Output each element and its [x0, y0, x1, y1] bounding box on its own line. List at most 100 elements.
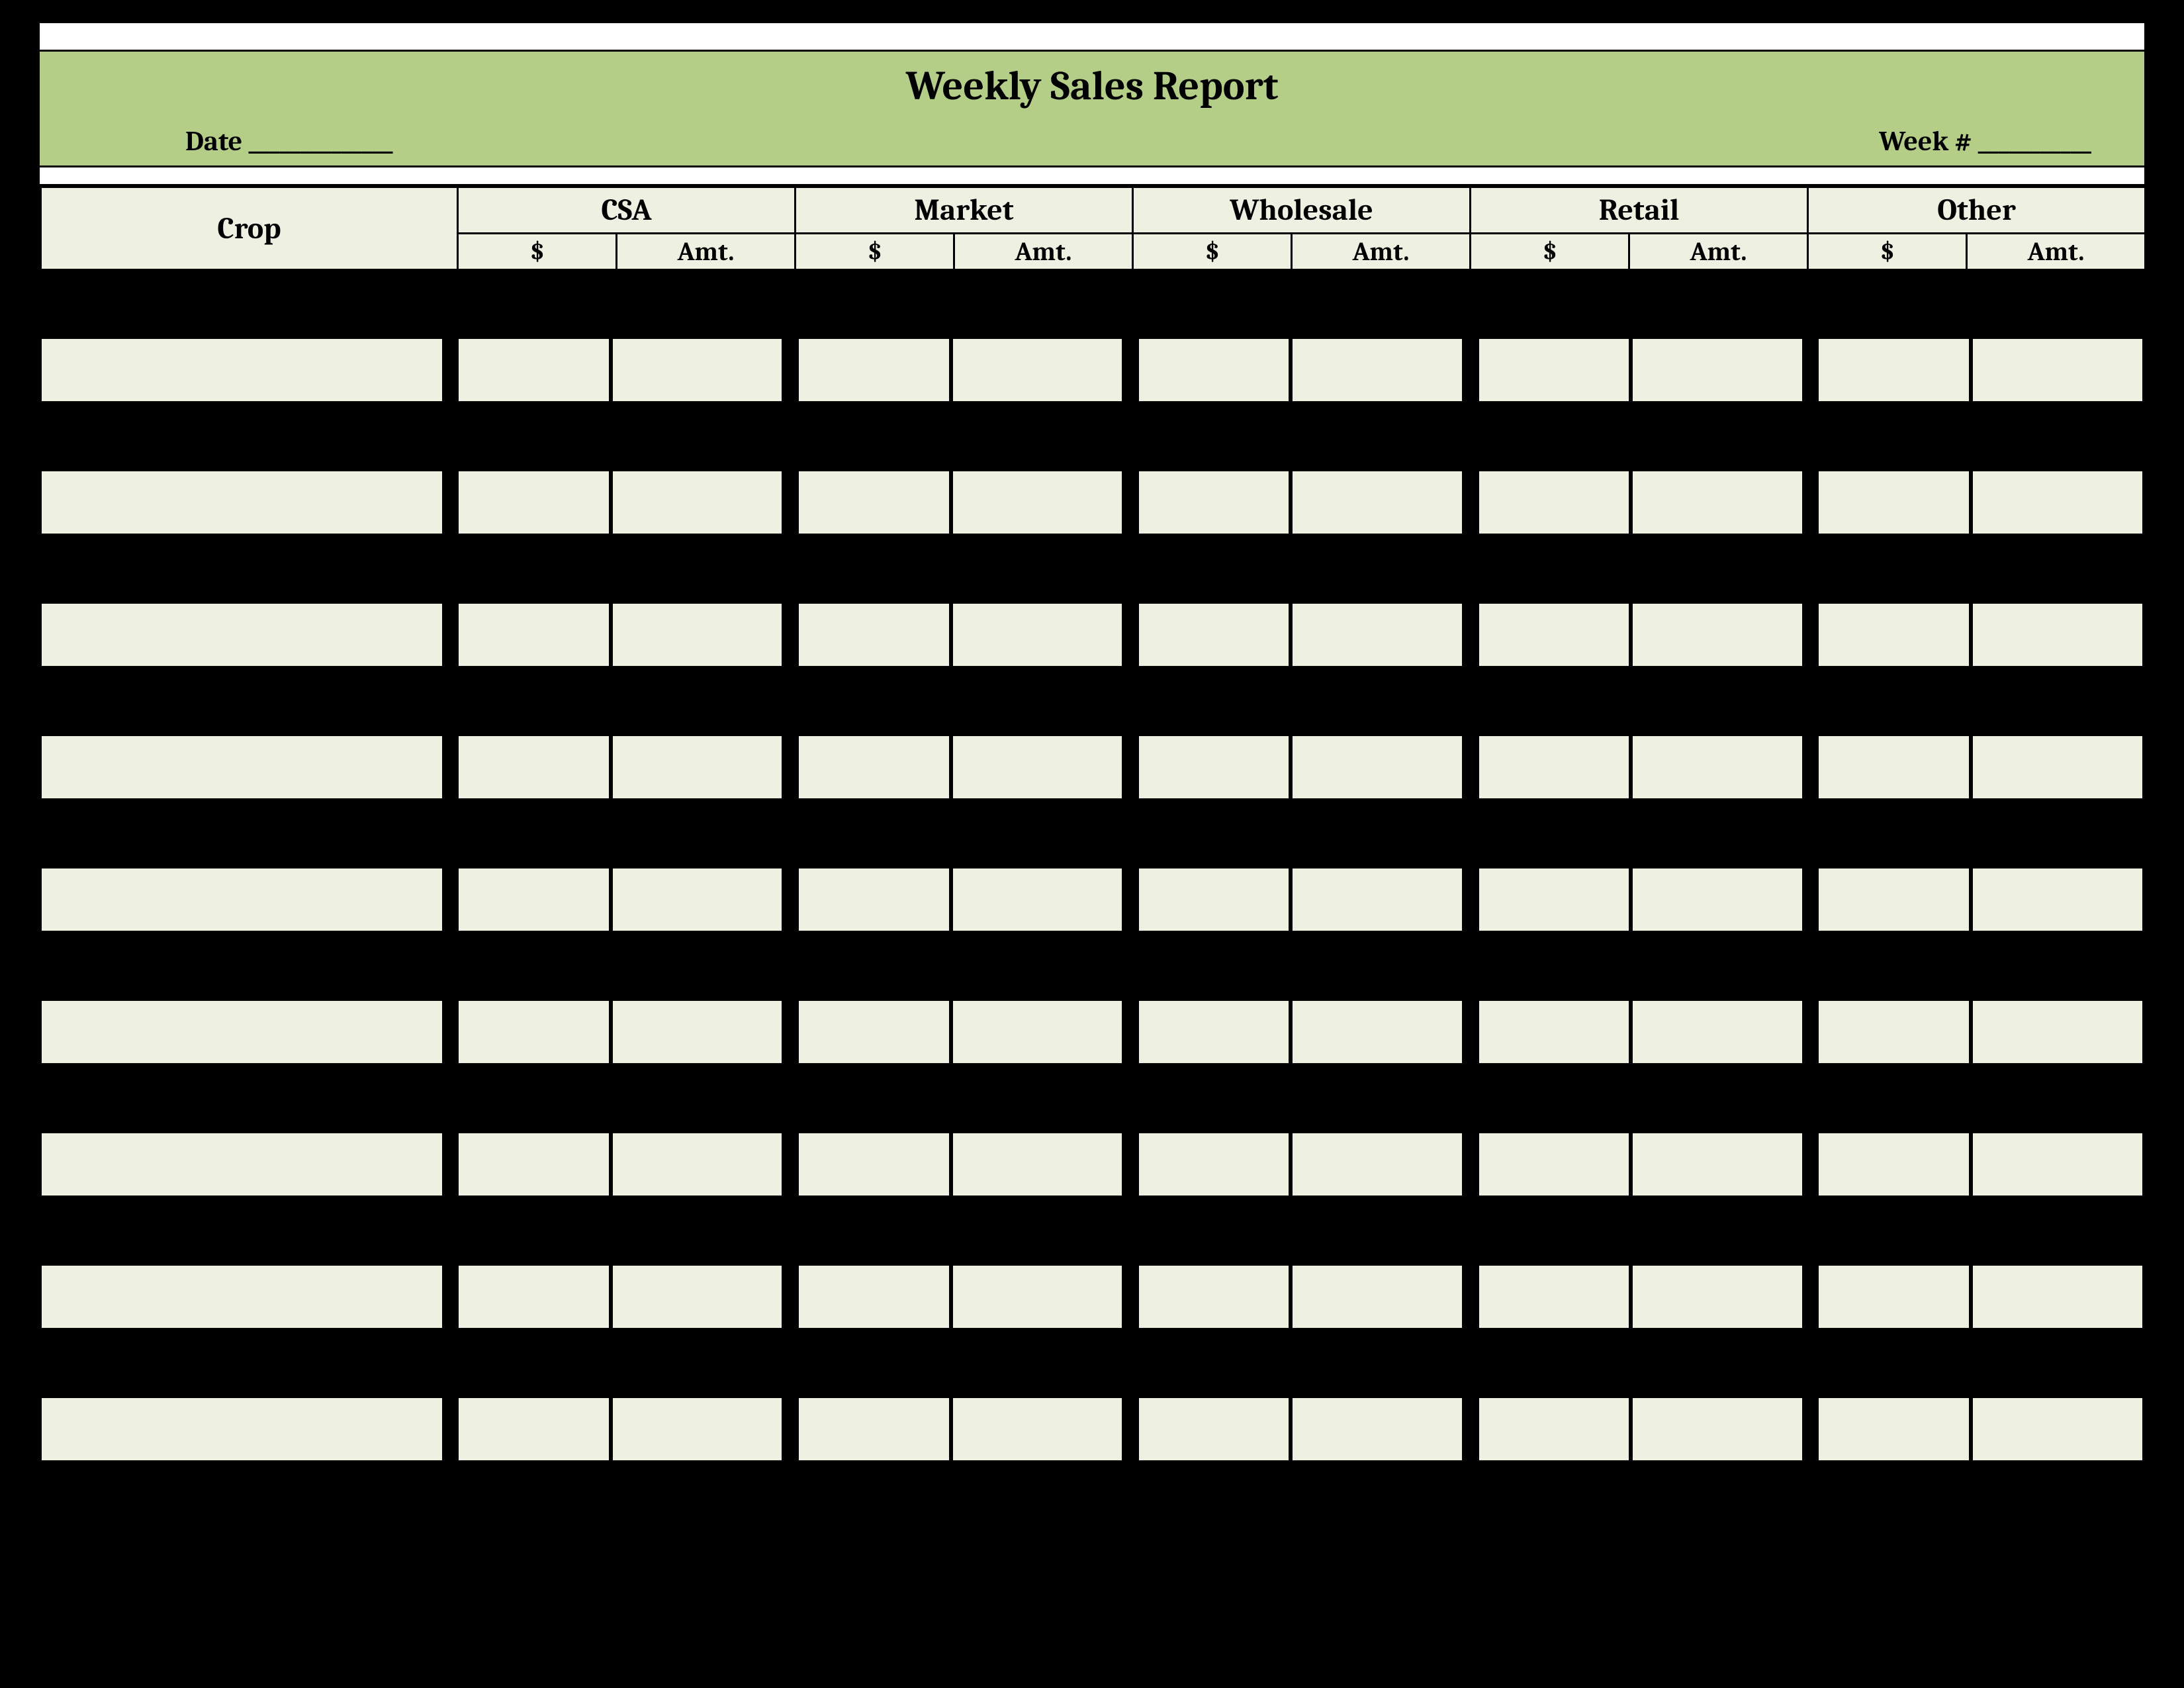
- column-gap: [784, 999, 796, 1065]
- col-header-crop: Crop: [41, 187, 458, 270]
- cell-csa-dollar: [457, 867, 611, 933]
- column-gap: [444, 1264, 457, 1330]
- cell-other-dollar: [1817, 867, 1971, 933]
- column-gap: [1464, 602, 1477, 668]
- sub-header-amt: Amt.: [617, 234, 796, 270]
- column-gap: [444, 734, 457, 800]
- column-gap: [1124, 602, 1136, 668]
- cell-wholesale-amt: [1291, 1131, 1464, 1197]
- cell-retail-dollar: [1477, 337, 1631, 403]
- cell-wholesale-dollar: [1137, 1264, 1291, 1330]
- cell-retail-dollar: [1477, 1131, 1631, 1197]
- cell-wholesale-amt: [1291, 602, 1464, 668]
- column-gap: [1464, 999, 1477, 1065]
- separator-row: [40, 403, 2144, 469]
- column-gap: [444, 469, 457, 536]
- column-gap: [444, 1396, 457, 1462]
- cell-csa-amt: [611, 1264, 784, 1330]
- separator-row: [40, 1462, 2144, 1528]
- cell-csa-dollar: [457, 602, 611, 668]
- sub-header-dollar: $: [1471, 234, 1629, 270]
- column-gap: [1804, 867, 1817, 933]
- cell-csa-dollar: [457, 999, 611, 1065]
- cell-retail-dollar: [1477, 999, 1631, 1065]
- cell-other-dollar: [1817, 337, 1971, 403]
- separator-row: [40, 1065, 2144, 1131]
- cell-csa-dollar: [457, 1264, 611, 1330]
- column-gap: [1124, 999, 1136, 1065]
- column-gap: [784, 469, 796, 536]
- cell-csa-dollar: [457, 1396, 611, 1462]
- sub-header-dollar: $: [1808, 234, 1967, 270]
- cell-retail-amt: [1631, 469, 1804, 536]
- title-band: Weekly Sales Report Date ______________ …: [40, 50, 2144, 167]
- cell-wholesale-amt: [1291, 999, 1464, 1065]
- column-gap: [444, 602, 457, 668]
- cell-other-dollar: [1817, 1396, 1971, 1462]
- cell-csa-amt: [611, 867, 784, 933]
- cell-market-amt: [951, 602, 1124, 668]
- cell-wholesale-dollar: [1137, 469, 1291, 536]
- cell-csa-amt: [611, 602, 784, 668]
- column-gap: [784, 867, 796, 933]
- col-header-other: Other: [1808, 187, 2146, 234]
- cell-wholesale-dollar: [1137, 999, 1291, 1065]
- cell-retail-amt: [1631, 734, 1804, 800]
- column-gap: [1804, 469, 1817, 536]
- column-gap: [1124, 1131, 1136, 1197]
- column-gap: [784, 602, 796, 668]
- cell-wholesale-dollar: [1137, 1396, 1291, 1462]
- column-gap: [784, 337, 796, 403]
- column-gap: [1804, 1396, 1817, 1462]
- column-gap: [444, 1131, 457, 1197]
- table-row: [40, 1131, 2144, 1197]
- cell-market-amt: [951, 1131, 1124, 1197]
- column-gap: [1124, 1396, 1136, 1462]
- cell-market-dollar: [797, 602, 951, 668]
- sub-header-dollar: $: [796, 234, 954, 270]
- column-gap: [1464, 1396, 1477, 1462]
- column-gap: [1464, 1264, 1477, 1330]
- cell-crop: [40, 1396, 444, 1462]
- column-gap: [1464, 337, 1477, 403]
- cell-wholesale-amt: [1291, 469, 1464, 536]
- col-header-retail: Retail: [1471, 187, 1808, 234]
- cell-other-dollar: [1817, 1264, 1971, 1330]
- column-gap: [444, 867, 457, 933]
- header-gap-strip: [40, 167, 2144, 186]
- cell-other-amt: [1971, 867, 2144, 933]
- cell-market-dollar: [797, 1131, 951, 1197]
- cell-wholesale-amt: [1291, 1396, 1464, 1462]
- cell-crop: [40, 1131, 444, 1197]
- table-row: [40, 469, 2144, 536]
- column-gap: [1464, 734, 1477, 800]
- top-white-strip: [40, 23, 2144, 50]
- table-row: [40, 1396, 2144, 1462]
- cell-other-amt: [1971, 1264, 2144, 1330]
- cell-other-amt: [1971, 1131, 2144, 1197]
- column-gap: [1124, 469, 1136, 536]
- column-gap: [1464, 469, 1477, 536]
- column-gap: [1464, 867, 1477, 933]
- sub-header-amt: Amt.: [1967, 234, 2146, 270]
- column-gap: [1804, 1131, 1817, 1197]
- table-row: [40, 337, 2144, 403]
- cell-retail-amt: [1631, 602, 1804, 668]
- separator-row: [40, 271, 2144, 337]
- sub-header-amt: Amt.: [1629, 234, 1808, 270]
- cell-other-amt: [1971, 999, 2144, 1065]
- cell-retail-dollar: [1477, 734, 1631, 800]
- cell-market-amt: [951, 1264, 1124, 1330]
- cell-wholesale-dollar: [1137, 602, 1291, 668]
- sub-header-amt: Amt.: [954, 234, 1133, 270]
- cell-other-dollar: [1817, 999, 1971, 1065]
- cell-other-amt: [1971, 602, 2144, 668]
- sub-header-dollar: $: [1133, 234, 1292, 270]
- cell-wholesale-dollar: [1137, 867, 1291, 933]
- column-gap: [1124, 337, 1136, 403]
- cell-retail-dollar: [1477, 469, 1631, 536]
- cell-retail-dollar: [1477, 1396, 1631, 1462]
- cell-crop: [40, 867, 444, 933]
- cell-crop: [40, 999, 444, 1065]
- column-gap: [784, 1264, 796, 1330]
